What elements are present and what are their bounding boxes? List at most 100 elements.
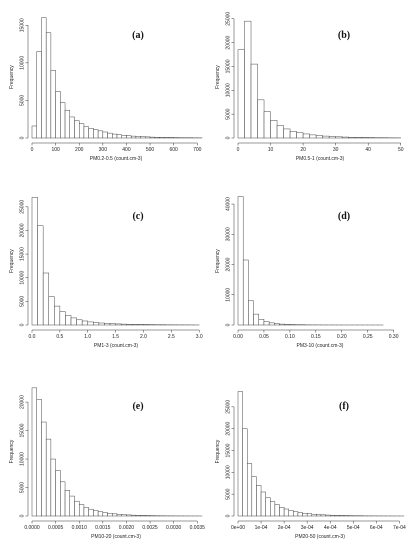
histogram-bar	[59, 311, 66, 326]
histogram-bar	[260, 491, 266, 517]
y-tick-label: 15000	[226, 443, 232, 457]
histogram-bar	[279, 507, 285, 517]
histogram-bar	[270, 120, 278, 139]
histogram-bar	[97, 511, 104, 517]
histogram-panel: 0.00 0.05 0.10 0.15 0.20 0.25 0.30 0 10000 20000 3…	[215, 196, 399, 349]
histogram-bar	[250, 63, 258, 139]
histogram-bar	[31, 197, 38, 326]
histogram-bar	[121, 135, 127, 139]
y-tick-label: 20000	[20, 223, 26, 237]
x-tick-label: 0	[237, 147, 240, 153]
histogram-bar	[309, 134, 317, 139]
histogram-bar	[83, 126, 89, 139]
x-tick-label: 500	[146, 147, 155, 153]
histogram-bar	[256, 485, 262, 517]
histogram-bar	[126, 324, 133, 326]
histogram-bar	[121, 514, 127, 517]
y-tick-label: 5000	[20, 296, 26, 307]
x-tick-label: 0.10	[285, 334, 295, 340]
histogram-bar	[270, 501, 276, 517]
histogram-bar	[45, 438, 52, 517]
histogram-bar	[55, 470, 61, 517]
y-tick-label: 40000	[226, 197, 232, 211]
x-tick-label: 600	[169, 147, 178, 153]
panel-label: (a)	[132, 30, 144, 41]
histogram-bar	[154, 137, 160, 139]
y-tick-label: 15000	[20, 423, 26, 437]
histogram-bar	[55, 91, 61, 139]
y-tick-label: 10000	[226, 83, 232, 97]
y-axis-label: Frequency	[215, 249, 221, 273]
x-tick-label: 0.0035	[190, 525, 206, 531]
y-tick-label: 5000	[226, 108, 232, 119]
y-tick-label: 5000	[226, 488, 232, 499]
histogram-bar	[293, 511, 299, 517]
histogram-bar	[320, 514, 326, 517]
x-tick-label: 0.5	[56, 334, 63, 340]
histogram-bar	[163, 137, 170, 139]
y-tick-label: 5000	[20, 95, 26, 106]
histogram-bar	[263, 321, 270, 326]
histogram-bar	[130, 514, 137, 517]
histogram-bar	[288, 510, 294, 517]
histogram-bar	[87, 321, 94, 326]
x-tick-label: 0.0015	[95, 525, 111, 531]
y-tick-label: 0	[20, 514, 26, 517]
histogram-bar	[135, 515, 141, 517]
histogram-bar	[78, 123, 85, 139]
histogram-bar	[126, 514, 132, 517]
histogram-bar	[137, 324, 144, 326]
histogram-bar	[41, 17, 47, 139]
x-tick-label: 200	[75, 147, 84, 153]
histogram-bar	[112, 513, 118, 517]
y-tick-label: 20000	[226, 35, 232, 49]
y-axis-label: Frequency	[9, 249, 15, 273]
histogram-bar	[242, 259, 249, 326]
histogram-bar	[76, 319, 83, 326]
x-tick-label: 400	[122, 147, 131, 153]
histogram-bar	[306, 513, 313, 517]
histogram-bar	[140, 515, 146, 517]
histogram-bar	[296, 132, 304, 139]
x-tick-label: 30	[333, 147, 339, 153]
x-tick-label: 2.5	[168, 334, 175, 340]
x-tick-label: 50	[398, 147, 404, 153]
x-tick-label: 4e-04	[324, 525, 337, 531]
x-tick-label: 0.0	[29, 334, 36, 340]
y-axis-label: Frequency	[215, 65, 221, 89]
histogram-bar	[302, 133, 310, 139]
panel-label: (d)	[338, 211, 350, 222]
histogram-bar	[302, 512, 308, 517]
x-axis-label: PM1-3 (count.cm-3)	[94, 343, 139, 349]
histogram-bar	[135, 136, 141, 139]
y-tick-label: 25000	[226, 12, 232, 26]
y-tick-label: 15000	[226, 59, 232, 73]
histogram-bar	[246, 463, 253, 517]
histogram-bar	[81, 320, 88, 326]
x-tick-label: 2.0	[140, 334, 147, 340]
y-tick-label: 20000	[226, 257, 232, 271]
y-tick-label: 15000	[20, 247, 26, 261]
histogram-bar	[69, 116, 75, 139]
x-tick-label: 6e-04	[370, 525, 383, 531]
histogram-bar	[64, 109, 71, 139]
histogram-bar	[102, 512, 108, 517]
x-tick-label: 10	[268, 147, 274, 153]
histogram-bar	[36, 51, 42, 139]
x-tick-label: 700	[193, 147, 202, 153]
histogram-bar	[335, 136, 343, 139]
y-tick-label: 10000	[20, 271, 26, 285]
y-tick-label: 10000	[226, 288, 232, 302]
histogram-bar	[339, 515, 345, 517]
histogram-panel: 0.0000 0.0005 0.0010 0.0015 0.0020 0.0025 0.00…	[9, 387, 206, 540]
y-tick-label: 5000	[20, 482, 26, 493]
histogram-bar	[274, 323, 280, 326]
histogram-bar	[50, 70, 56, 139]
x-tick-label: 0.0005	[48, 525, 64, 531]
histogram-bar	[132, 324, 139, 326]
histogram-bar	[97, 130, 104, 139]
histogram-bar	[88, 128, 94, 139]
x-tick-label: 0.0010	[72, 525, 88, 531]
x-tick-label: 300	[99, 147, 108, 153]
panel-label: (c)	[132, 211, 143, 222]
